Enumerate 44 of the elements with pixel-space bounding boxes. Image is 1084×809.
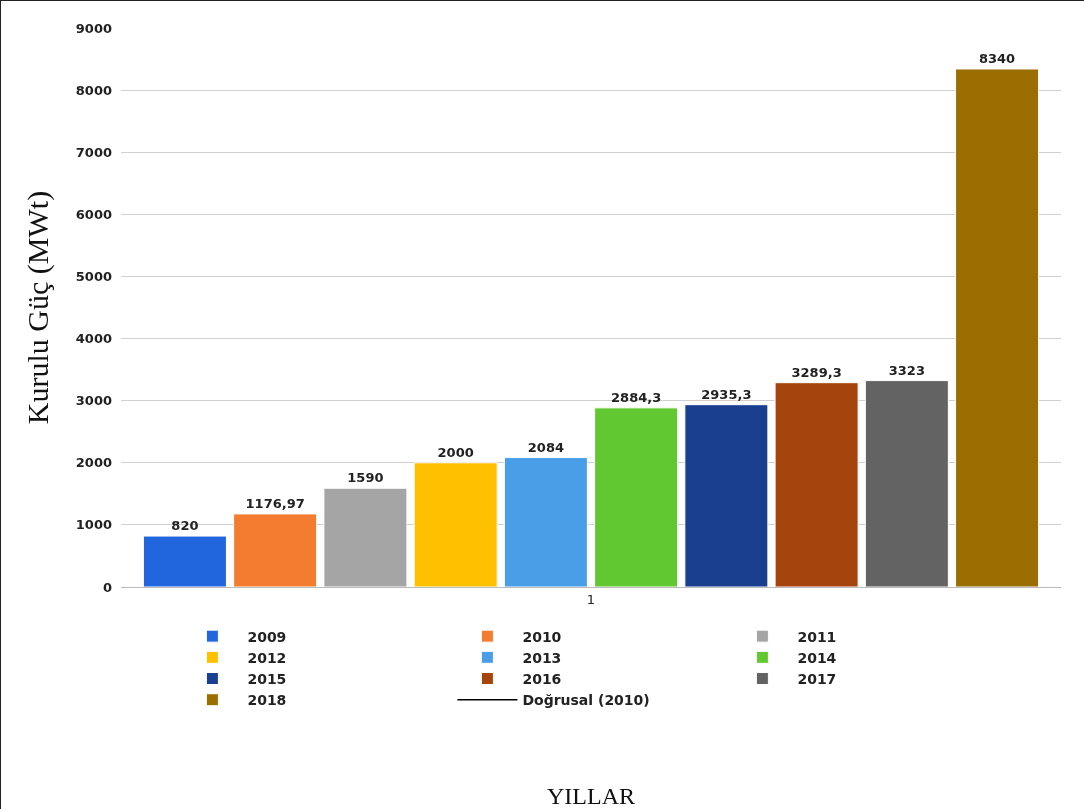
legend-label: 2011: [797, 628, 837, 645]
bar: [684, 404, 769, 587]
data-label: 8340: [978, 50, 1016, 66]
legend-label: Doğrusal (2010): [522, 692, 650, 709]
y-tick-label: 0: [102, 579, 112, 595]
legend-label: 2015: [247, 671, 287, 687]
data-label: 3289,3: [791, 364, 842, 380]
legend-label: 2012: [247, 649, 287, 666]
data-label: 2884,3: [611, 389, 662, 405]
data-label: 1176,97: [245, 495, 305, 511]
y-tick-label: 3000: [75, 393, 112, 409]
y-tick-label: 7000: [75, 144, 112, 160]
data-label: 2084: [527, 439, 564, 455]
data-label: 820: [171, 518, 199, 534]
bar: [503, 457, 588, 587]
bar: [233, 513, 318, 587]
data-label: 1590: [347, 470, 384, 486]
y-tick-label: 5000: [75, 268, 112, 284]
legend-label: 2013: [522, 649, 562, 666]
text: YILLAR: [547, 783, 635, 809]
bar: [413, 462, 498, 587]
bar: [142, 535, 227, 587]
legend-label: 2016: [522, 671, 562, 687]
bar: [864, 380, 949, 587]
bar: [323, 487, 408, 587]
legend-label: 2017: [797, 671, 837, 687]
x-tick-label: 1: [586, 591, 596, 607]
data-label: 2935,3: [701, 386, 752, 402]
legend-label: 2009: [247, 628, 287, 645]
y-tick-label: 4000: [75, 331, 112, 347]
y-tick-label: 1000: [75, 517, 112, 533]
y-axis-title: Kurulu Güç (MWt): [20, 190, 55, 425]
bar: [955, 68, 1040, 587]
legend-label: 2010: [522, 628, 562, 645]
y-tick-label: 6000: [75, 206, 112, 222]
y-tick-label: 2000: [75, 455, 112, 471]
legend-label: 2018: [247, 692, 287, 709]
bar: [594, 407, 679, 587]
data-label: 3323: [888, 362, 925, 378]
legend-label: 2014: [797, 649, 837, 666]
y-tick-label: 9000: [75, 20, 112, 36]
bar: [774, 382, 859, 587]
y-tick-label: 8000: [75, 82, 112, 98]
data-label: 2000: [437, 444, 474, 460]
